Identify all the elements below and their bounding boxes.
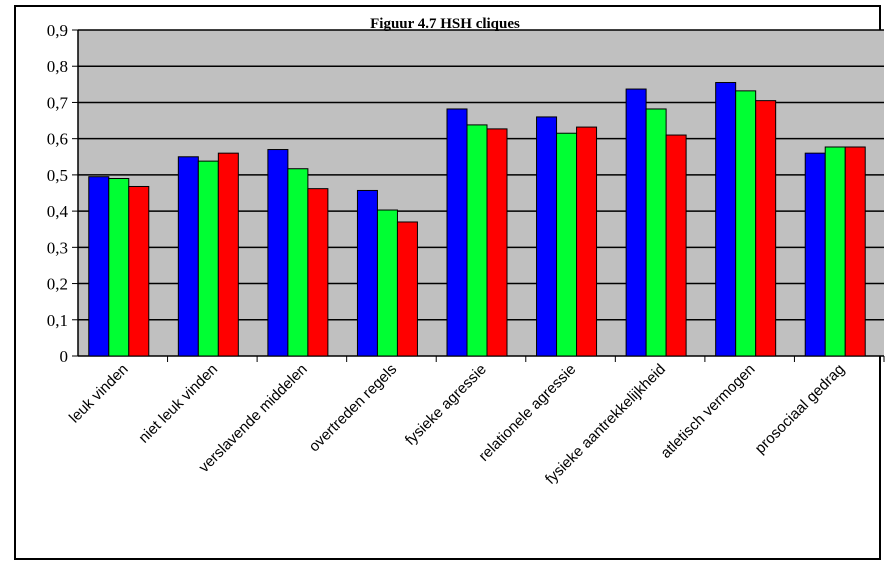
y-tick-label: 0,2 [47,275,68,294]
bar [576,126,598,357]
bar [715,82,737,357]
y-tick-label: 0,7 [47,93,69,112]
bar [108,178,130,357]
bar [287,168,309,357]
category-label: fysieke agressie [402,361,490,449]
bar [645,108,667,357]
bar [735,90,757,357]
y-tick-label: 0,5 [47,166,68,185]
bar [128,185,150,357]
category-label: relationele agressie [475,361,579,465]
y-tick-label: 0,3 [47,238,68,257]
bar [217,152,239,357]
bar [665,134,687,357]
y-tick-label: 0 [60,347,69,366]
bar [466,124,488,357]
bar [625,88,647,357]
bar [824,146,846,357]
y-tick-label: 0,8 [47,57,68,76]
category-label: prosociaal gedrag [752,361,848,457]
bar [197,160,219,357]
bar [356,189,378,357]
bar [88,176,110,357]
bar [307,188,329,357]
bar [844,146,866,357]
bar [486,128,508,357]
bar [755,100,777,357]
bar [536,116,558,357]
chart-title: Figuur 4.7 HSH cliques [370,16,520,32]
bar [396,221,418,357]
y-tick-label: 0,4 [47,202,69,221]
category-label: overtreden regels [306,361,401,456]
category-label: atletisch vermogen [657,361,758,462]
category-label: leuk vinden [66,361,132,427]
bar [376,209,398,357]
bar [556,132,578,357]
category-label: niet leuk vinden [135,361,221,447]
y-tick-label: 0,1 [47,311,68,330]
bar [804,152,826,357]
bar [177,156,199,357]
bar [267,149,289,357]
y-tick-label: 0,6 [47,130,68,149]
bar [446,108,468,357]
y-tick-label: 0,9 [47,21,68,40]
